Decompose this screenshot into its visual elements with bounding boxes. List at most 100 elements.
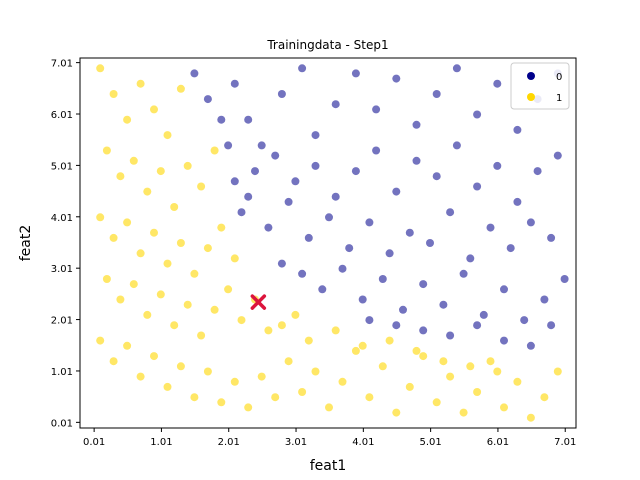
- legend-label-series-1: 1: [556, 93, 562, 104]
- data-point-series-0: [217, 115, 226, 124]
- data-point-series-1: [284, 357, 293, 366]
- data-point-series-0: [520, 316, 529, 325]
- data-point-series-0: [500, 285, 508, 294]
- data-point-series-1: [102, 275, 111, 283]
- data-point-series-0: [473, 110, 482, 119]
- data-point-series-1: [136, 372, 145, 381]
- legend-marker-series-1: [527, 93, 535, 101]
- data-point-series-0: [365, 218, 374, 227]
- data-point-series-1: [230, 377, 239, 386]
- data-point-series-0: [311, 131, 320, 140]
- x-tick-label: 0.01: [83, 437, 105, 448]
- data-point-series-1: [197, 331, 206, 340]
- data-point-series-1: [190, 393, 199, 402]
- data-point-series-0: [190, 69, 199, 78]
- data-point-series-0: [271, 151, 280, 160]
- data-point-series-1: [163, 382, 172, 391]
- data-point-series-1: [210, 146, 219, 155]
- data-point-series-1: [540, 393, 549, 402]
- data-point-series-1: [338, 377, 347, 386]
- data-point-series-1: [298, 388, 307, 396]
- data-point-series-0: [351, 167, 360, 176]
- highlight-marker: [250, 294, 267, 310]
- data-point-series-1: [123, 218, 132, 227]
- data-point-series-0: [304, 233, 313, 242]
- data-point-series-0: [331, 100, 340, 109]
- data-point-series-0: [244, 192, 253, 201]
- data-point-series-1: [358, 341, 367, 350]
- data-point-series-0: [419, 280, 428, 289]
- data-point-series-1: [500, 403, 508, 412]
- data-point-series-1: [170, 321, 179, 330]
- x-tick-label: 3.01: [285, 437, 307, 448]
- y-tick-label: 1.01: [51, 367, 73, 378]
- data-point-series-1: [419, 352, 428, 361]
- data-point-series-0: [392, 187, 401, 196]
- data-point-series-0: [513, 197, 522, 206]
- data-point-series-0: [547, 321, 556, 330]
- data-point-series-1: [136, 79, 145, 88]
- data-point-series-0: [432, 172, 441, 181]
- data-point-series-1: [197, 182, 206, 191]
- data-point-series-1: [143, 310, 152, 319]
- data-point-series-0: [264, 223, 273, 232]
- data-point-series-0: [351, 69, 360, 78]
- data-point-series-0: [526, 341, 535, 350]
- data-point-series-0: [412, 156, 421, 165]
- plot-area: [79, 57, 577, 429]
- data-point-series-0: [392, 321, 401, 330]
- y-tick-label: 0.01: [51, 418, 73, 429]
- data-point-series-1: [432, 398, 441, 407]
- data-point-series-1: [150, 352, 158, 361]
- data-point-series-0: [372, 105, 381, 114]
- data-point-series-0: [284, 197, 293, 206]
- data-point-series-1: [183, 300, 192, 309]
- data-point-series-1: [210, 305, 219, 314]
- data-point-series-1: [271, 393, 280, 402]
- data-point-series-1: [230, 254, 239, 263]
- data-point-series-0: [493, 161, 502, 170]
- data-point-series-0: [277, 90, 286, 98]
- data-point-series-1: [405, 382, 414, 391]
- data-point-series-1: [365, 393, 374, 402]
- data-point-series-1: [304, 336, 313, 345]
- data-point-series-0: [466, 254, 475, 263]
- x-tick-label: 5.01: [419, 437, 441, 448]
- data-point-series-1: [129, 156, 138, 165]
- data-point-series-0: [540, 295, 549, 304]
- data-point-series-0: [526, 218, 535, 227]
- data-point-series-1: [102, 146, 111, 155]
- data-point-series-1: [150, 105, 158, 114]
- data-point-series-1: [439, 357, 448, 366]
- data-point-series-0: [325, 213, 333, 222]
- data-point-series-1: [237, 316, 246, 325]
- data-point-series-0: [277, 259, 286, 268]
- data-point-series-0: [432, 90, 441, 98]
- data-point-series-1: [244, 403, 253, 412]
- data-point-series-1: [378, 362, 387, 371]
- data-point-series-1: [116, 295, 125, 304]
- data-point-series-1: [203, 244, 212, 253]
- x-tick-label: 4.01: [352, 437, 374, 448]
- data-point-series-0: [506, 244, 515, 253]
- data-point-series-0: [479, 310, 488, 319]
- data-point-series-0: [237, 208, 246, 217]
- data-point-series-0: [331, 192, 340, 201]
- data-point-series-0: [311, 161, 320, 170]
- data-point-series-1: [257, 372, 266, 381]
- data-point-series-1: [486, 357, 495, 366]
- data-point-series-0: [560, 275, 569, 283]
- data-point-series-0: [426, 239, 434, 247]
- data-point-series-1: [190, 269, 199, 278]
- chart-title: Trainingdata - Step1: [266, 38, 388, 52]
- data-point-series-0: [365, 316, 374, 325]
- data-point-series-1: [176, 239, 185, 247]
- data-point-series-0: [345, 244, 354, 253]
- data-point-series-0: [392, 74, 401, 83]
- data-point-series-1: [96, 64, 105, 73]
- data-point-series-1: [163, 259, 172, 268]
- data-point-series-0: [251, 167, 259, 176]
- data-point-series-1: [459, 408, 468, 417]
- data-point-series-0: [486, 223, 495, 232]
- data-point-series-0: [412, 120, 421, 129]
